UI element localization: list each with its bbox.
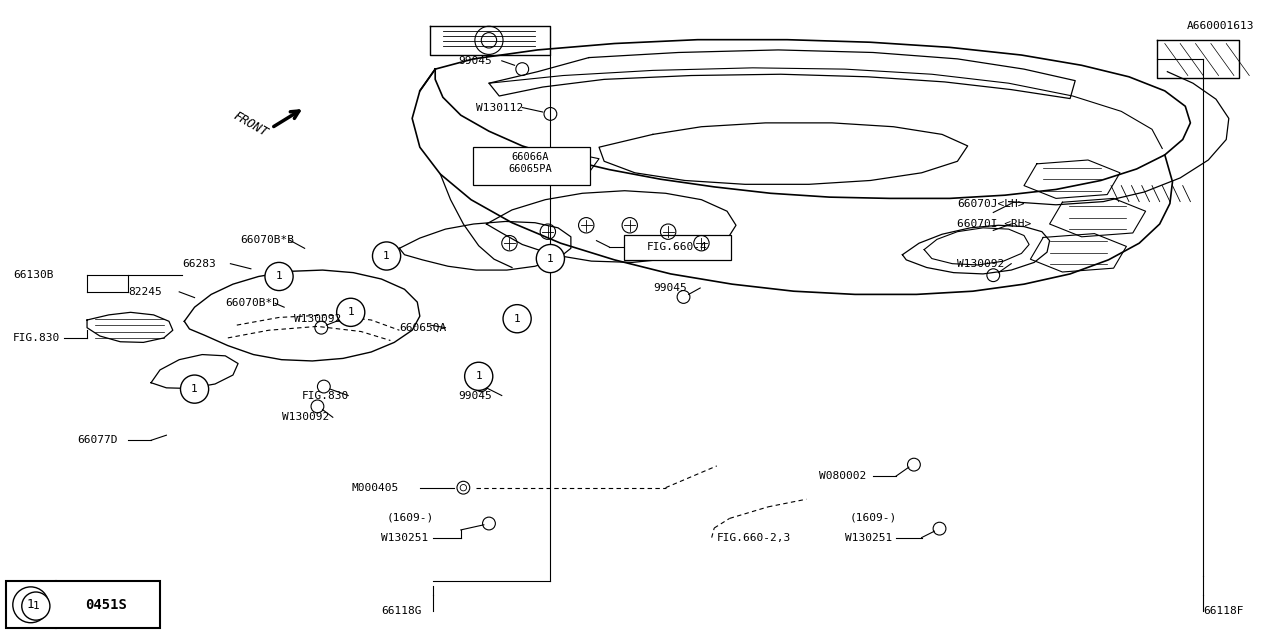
Text: 66070I <RH>: 66070I <RH> xyxy=(957,219,1032,229)
Text: W130092: W130092 xyxy=(282,412,329,422)
FancyBboxPatch shape xyxy=(472,147,590,186)
Text: 1: 1 xyxy=(27,598,35,611)
Circle shape xyxy=(372,242,401,270)
Text: 66070B*D: 66070B*D xyxy=(225,298,279,308)
Text: 1: 1 xyxy=(383,251,390,261)
Text: W130092: W130092 xyxy=(294,314,342,324)
Circle shape xyxy=(503,305,531,333)
Circle shape xyxy=(22,592,50,620)
Text: 66070B*B: 66070B*B xyxy=(241,235,294,245)
Text: FIG.830: FIG.830 xyxy=(302,390,349,401)
Text: FIG.660-4: FIG.660-4 xyxy=(646,242,708,252)
Text: 1: 1 xyxy=(191,384,198,394)
Text: (1609-): (1609-) xyxy=(387,512,434,522)
Text: 1: 1 xyxy=(513,314,521,324)
Text: FIG.830: FIG.830 xyxy=(13,333,60,343)
Text: W130251: W130251 xyxy=(381,532,429,543)
Text: 66118F: 66118F xyxy=(1203,606,1244,616)
Text: W130092: W130092 xyxy=(957,259,1005,269)
Text: 66065QA: 66065QA xyxy=(399,323,447,333)
Circle shape xyxy=(265,262,293,291)
Text: A660001613: A660001613 xyxy=(1187,20,1254,31)
Text: 1: 1 xyxy=(547,253,554,264)
Text: 0451S: 0451S xyxy=(86,598,127,612)
Text: W130251: W130251 xyxy=(845,532,892,543)
Text: (1609-): (1609-) xyxy=(850,512,897,522)
Text: 1: 1 xyxy=(32,601,40,611)
Circle shape xyxy=(180,375,209,403)
Bar xyxy=(6,581,160,628)
Text: 66130B: 66130B xyxy=(13,270,54,280)
Text: W130112: W130112 xyxy=(476,102,524,113)
Text: 99045: 99045 xyxy=(458,56,492,66)
Text: 1: 1 xyxy=(475,371,483,381)
Text: 66077D: 66077D xyxy=(77,435,118,445)
Text: W080002: W080002 xyxy=(819,471,867,481)
Circle shape xyxy=(465,362,493,390)
Circle shape xyxy=(337,298,365,326)
FancyBboxPatch shape xyxy=(623,234,731,260)
Text: M000405: M000405 xyxy=(352,483,399,493)
Text: 66065PA: 66065PA xyxy=(508,164,552,174)
Text: 1: 1 xyxy=(347,307,355,317)
Text: 66066A: 66066A xyxy=(511,152,549,163)
Circle shape xyxy=(536,244,564,273)
Text: 99045: 99045 xyxy=(653,283,686,293)
Text: 66118G: 66118G xyxy=(381,606,422,616)
Text: 1: 1 xyxy=(275,271,283,282)
Circle shape xyxy=(13,587,49,623)
Text: 99045: 99045 xyxy=(458,390,492,401)
Text: 66283: 66283 xyxy=(182,259,215,269)
Text: FRONT: FRONT xyxy=(232,110,270,140)
Text: 82245: 82245 xyxy=(128,287,161,297)
Text: 66070J<LH>: 66070J<LH> xyxy=(957,198,1025,209)
Text: FIG.660-2,3: FIG.660-2,3 xyxy=(717,532,791,543)
